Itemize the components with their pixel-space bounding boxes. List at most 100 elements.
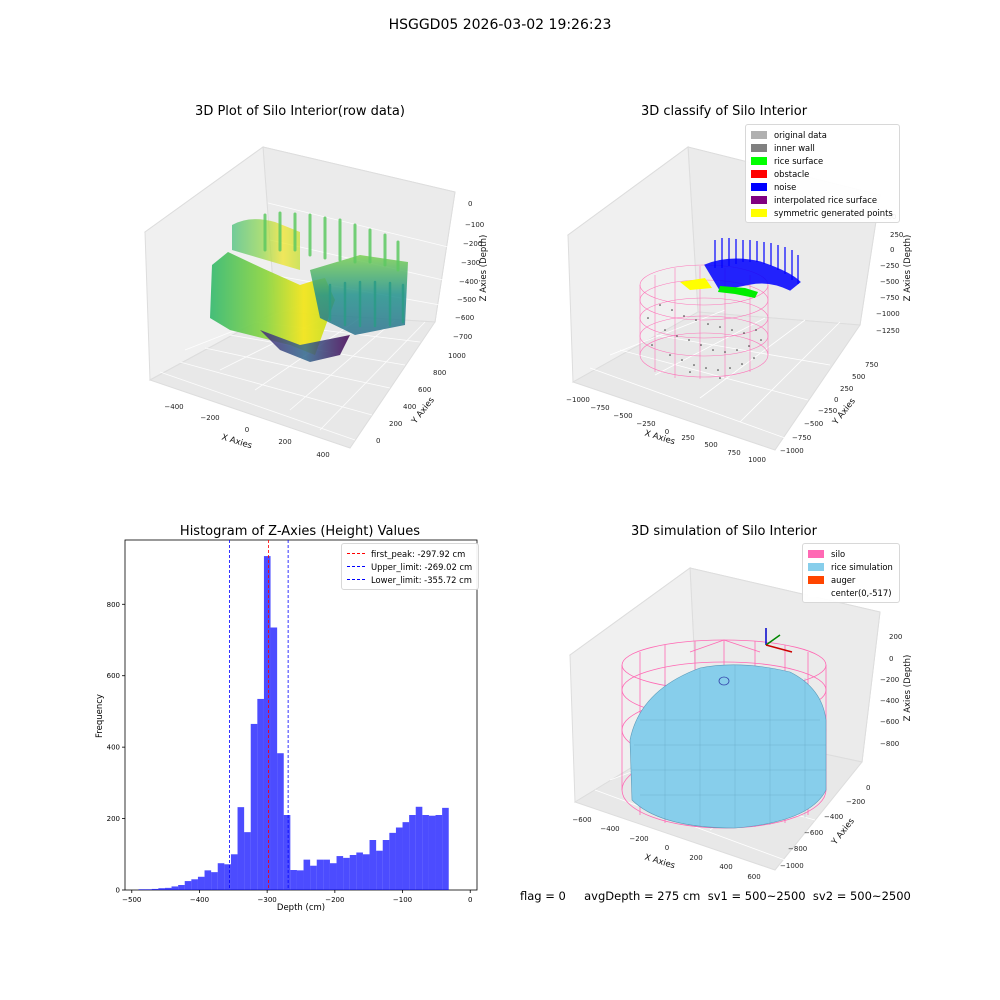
z-tick: −1250 <box>876 327 900 335</box>
panel-title-histogram: Histogram of Z-Axies (Height) Values <box>179 524 421 539</box>
x-tick: −600 <box>572 816 591 824</box>
x-tick-label: −200 <box>325 896 344 904</box>
y-tick: 400 <box>403 403 416 411</box>
x-tick: −200 <box>629 835 648 843</box>
y-tick: 750 <box>865 361 878 369</box>
z-tick: −800 <box>880 740 899 748</box>
z-tick: 200 <box>889 633 902 641</box>
histogram-bar <box>158 888 165 890</box>
panel-classify-3d: −1000 −750 −500 −250 0 250 500 750 1000 … <box>566 146 913 464</box>
x-tick-label: −100 <box>393 896 412 904</box>
legend-swatch <box>751 130 767 139</box>
legend-item: silo <box>808 547 893 560</box>
histogram-bar <box>362 854 370 890</box>
x-tick: 0 <box>665 428 669 436</box>
x-axis-label: Depth (cm) <box>277 903 325 913</box>
legend-item: original data <box>751 128 893 141</box>
y-tick: −400 <box>824 813 843 821</box>
x-tick-label: −400 <box>190 896 209 904</box>
panel-title-raw: 3D Plot of Silo Interior(row data) <box>195 104 405 119</box>
panel-title-simulation: 3D simulation of Silo Interior <box>631 524 817 539</box>
y-tick: 250 <box>840 385 853 393</box>
legend-line <box>347 579 365 580</box>
x-tick: 200 <box>278 438 291 446</box>
histogram-bar <box>369 840 377 890</box>
legend-label: inner wall <box>774 142 815 153</box>
legend-swatch <box>751 208 767 217</box>
z-tick: 0 <box>468 200 472 208</box>
legend-item: Lower_limit: -355.72 cm <box>347 573 472 586</box>
z-tick: −700 <box>453 333 472 341</box>
histogram-bar <box>303 859 311 890</box>
histogram-bar <box>415 806 423 890</box>
x-tick: −1000 <box>566 396 590 404</box>
histogram-bar <box>277 753 284 890</box>
x-tick-label: −500 <box>122 896 141 904</box>
histogram-bar <box>382 840 390 890</box>
x-tick: −200 <box>200 414 219 422</box>
histogram-bar <box>316 859 324 890</box>
histogram-bar <box>270 627 278 890</box>
y-tick-label: 400 <box>107 744 120 752</box>
z-axis-label: Z Axies (Depth) <box>479 235 489 302</box>
histogram-bar <box>296 870 304 890</box>
legend-label: auger <box>831 574 856 585</box>
rice-simulation-surface <box>629 664 827 829</box>
histogram-bar <box>197 876 205 890</box>
legend-line <box>347 566 365 567</box>
y-tick: 600 <box>418 386 431 394</box>
y-tick: −1000 <box>780 447 804 455</box>
z-tick: −1000 <box>876 310 900 318</box>
z-tick: −200 <box>463 240 482 248</box>
interpolated-surface <box>647 304 762 379</box>
z-tick: 250 <box>890 231 903 239</box>
histogram-bar <box>237 807 245 890</box>
z-tick: −200 <box>880 676 899 684</box>
x-tick: −750 <box>590 404 609 412</box>
x-tick: 0 <box>245 426 249 434</box>
histogram-bar <box>442 807 449 890</box>
x-ticks: −500 −400 −300 −200 −100 0 <box>122 890 472 904</box>
y-tick: 0 <box>834 396 838 404</box>
y-tick: 0 <box>376 437 380 445</box>
histogram-bar <box>349 855 357 890</box>
z-tick: −400 <box>459 278 478 286</box>
histogram-bar <box>230 854 238 890</box>
legend-label: interpolated rice surface <box>774 194 877 205</box>
legend-label: center(0,-517) <box>831 587 892 598</box>
legend-item: rice surface <box>751 154 893 167</box>
y-tick-label: 0 <box>116 887 120 895</box>
x-tick: 750 <box>727 449 740 457</box>
simulation-legend: silo rice simulation auger center(0,-517… <box>802 543 900 603</box>
panel-simulation-3d: −600 −400 −200 0 200 400 600 0 −200 −400… <box>568 567 913 881</box>
legend-swatch <box>808 575 824 584</box>
y-tick: −1000 <box>780 862 804 870</box>
y-tick: −750 <box>792 434 811 442</box>
histogram-legend: first_peak: -297.92 cm Upper_limit: -269… <box>341 543 480 590</box>
legend-label: silo <box>831 548 846 559</box>
legend-item: first_peak: -297.92 cm <box>347 547 472 560</box>
y-ticks: 0 200 400 600 800 <box>107 601 125 895</box>
y-tick: 200 <box>389 420 402 428</box>
x-tick: 400 <box>316 451 329 459</box>
z-tick: −100 <box>465 221 484 229</box>
y-tick-label: 200 <box>107 815 120 823</box>
histogram-bar <box>145 889 152 890</box>
histogram-bar <box>376 850 383 890</box>
y-tick: −500 <box>804 420 823 428</box>
x-axis-label: X Axies <box>643 853 676 872</box>
classify-legend: original data inner wall rice surface ob… <box>745 124 900 223</box>
histogram-bar <box>435 815 443 890</box>
z-tick: −500 <box>880 278 899 286</box>
x-tick: 250 <box>681 434 694 442</box>
legend-item: inner wall <box>751 141 893 154</box>
histogram-bar <box>138 889 146 890</box>
histogram-bar <box>171 886 179 890</box>
legend-item: auger <box>808 573 893 586</box>
histogram-bar <box>395 827 403 890</box>
histogram-bar <box>336 856 344 890</box>
z-tick: 0 <box>890 246 894 254</box>
panel-histogram: −500 −400 −300 −200 −100 0 0 200 400 600 800 Dept… <box>95 539 478 913</box>
z-tick: −600 <box>880 718 899 726</box>
x-axis-label: X Axies <box>643 429 676 448</box>
